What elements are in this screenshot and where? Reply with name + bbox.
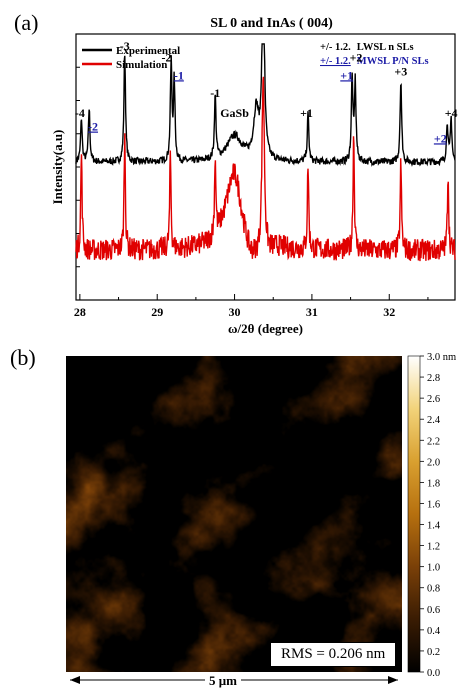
panel-a-label: (a) [14, 10, 39, 35]
legend-entry: Experimental [116, 45, 180, 57]
colorbar-tick-label: 1.8 [427, 478, 440, 489]
legend: Experimental Simulation [82, 45, 180, 71]
series-experimental-line [75, 43, 456, 167]
x-tick-label: 31 [306, 305, 318, 319]
colorbar-tick-label: 1.2 [427, 542, 440, 553]
xrd-axes [75, 33, 456, 301]
series-simulation-line [75, 76, 456, 262]
key-line: +/- 1.2. LWSL n SLs [320, 42, 414, 53]
peak-label: +1 [340, 68, 353, 82]
peak-label: -1 [210, 86, 220, 100]
peak-label: -4 [75, 106, 85, 120]
colorbar-tick-label: 2.4 [427, 415, 441, 426]
colorbar-tick-label: 0.8 [427, 584, 440, 595]
chart-title: SL 0 and InAs ( 004) [210, 16, 333, 31]
x-tick-label: 30 [229, 305, 241, 319]
colorbar [407, 355, 421, 673]
colorbar-tick-label: 0.6 [427, 605, 440, 616]
legend-entry: Simulation [116, 59, 167, 71]
xrd-chart: 28 29 30 31 32 ω/2θ (degree) Intensity(a.u) SL … [50, 16, 458, 336]
peak-label: -3 [120, 39, 130, 53]
colorbar-tick-label: 0.2 [427, 647, 440, 658]
colorbar-tick-label: 3.0 nm [427, 352, 456, 363]
peak-label: +3 [394, 64, 407, 78]
peak-label: GaSb [220, 106, 249, 120]
y-axis-label: Intensity(a.u) [50, 130, 65, 205]
afm-height-map [66, 356, 402, 672]
xrd-series [75, 43, 456, 262]
colorbar-ticks: 3.0 nm 2.8 2.6 2.4 2.2 2.0 1.8 1.6 1.4 1.2 1.0 0.8 0… [420, 352, 456, 679]
peak-label: +1 [300, 106, 313, 120]
colorbar-tick-label: 2.8 [427, 373, 440, 384]
peak-label: -1 [174, 68, 184, 82]
key-line: +/- 1.2. MWSL P/N SLs [320, 56, 429, 67]
colorbar-tick-label: 1.0 [427, 563, 440, 574]
x-axis-label: ω/2θ (degree) [228, 321, 303, 336]
panel-b-label: (b) [10, 345, 36, 370]
colorbar-tick-label: 0.0 [427, 668, 440, 679]
x-tick-label: 32 [383, 305, 395, 319]
peak-label: +2 [350, 51, 363, 65]
afm-colorbar-and-scale: 3.0 nm 2.8 2.6 2.4 2.2 2.0 1.8 1.6 1.4 1.2 1.0 0.8 0… [70, 352, 456, 684]
colorbar-tick-label: 1.6 [427, 499, 440, 510]
scale-bar-label: 5 μm [205, 673, 241, 689]
peak-label: +2 [434, 131, 447, 145]
colorbar-tick-label: 2.6 [427, 394, 440, 405]
peak-label: -2 [161, 51, 171, 65]
peak-label: -2 [88, 120, 98, 134]
x-tick-label: 28 [74, 305, 86, 319]
xrd-labels: 28 29 30 31 32 ω/2θ (degree) Intensity(a.u) SL … [50, 16, 458, 336]
colorbar-tick-label: 1.4 [427, 521, 441, 532]
colorbar-tick-label: 2.0 [427, 457, 440, 468]
peak-label: +4 [445, 106, 458, 120]
rms-value: RMS = 0.206 nm [270, 642, 397, 667]
colorbar-tick-label: 2.2 [427, 436, 440, 447]
x-tick-label: 29 [151, 305, 163, 319]
colorbar-tick-label: 0.4 [427, 626, 441, 637]
